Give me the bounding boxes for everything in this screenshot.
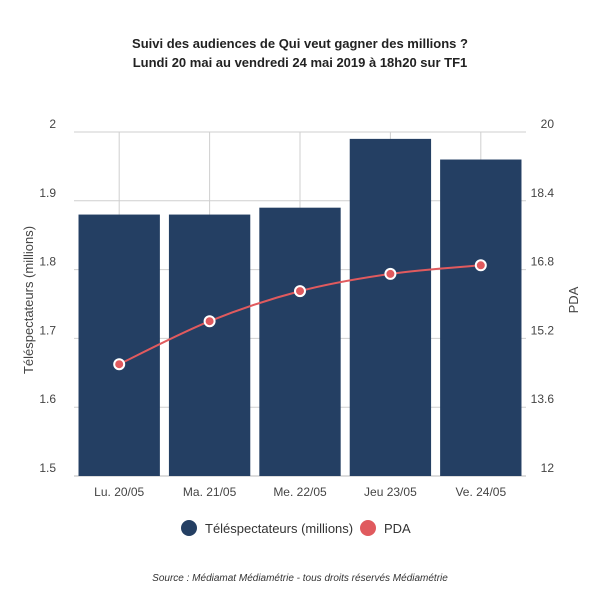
legend-label-viewers: Téléspectateurs (millions): [205, 521, 353, 536]
pda-point: [113, 358, 126, 371]
y2-tick-label: 13.6: [531, 392, 555, 406]
pda-point: [474, 259, 487, 272]
legend-marker-viewers: [181, 520, 197, 536]
y2-tick-label: 12: [541, 461, 555, 475]
legend-label-pda: PDA: [384, 521, 411, 536]
x-tick-label: Me. 22/05: [273, 485, 327, 499]
y-tick-label: 2: [49, 117, 56, 131]
line-series: [113, 259, 487, 371]
y-tick-label: 1.7: [39, 323, 56, 337]
chart-title: Suivi des audiences de Qui veut gagner d…: [132, 36, 468, 51]
y2-tick-label: 15.2: [531, 323, 555, 337]
bar: [349, 138, 432, 476]
bar: [78, 214, 160, 476]
y2-tick-label: 16.8: [531, 255, 555, 269]
y-tick-label: 1.5: [39, 461, 56, 475]
pda-point: [384, 267, 397, 280]
x-tick-label: Ve. 24/05: [455, 485, 506, 499]
bar: [440, 159, 522, 476]
y2-tick-label: 20: [541, 117, 555, 131]
x-tick-label: Ma. 21/05: [183, 485, 237, 499]
source-note: Source : Médiamat Médiamétrie - tous dro…: [152, 573, 448, 584]
y-tick-label: 1.8: [39, 255, 56, 269]
legend-marker-pda: [360, 520, 376, 536]
bar: [168, 214, 251, 476]
axis-ticks: 1.5 1.6 1.7 1.8 1.9 2 12 13.6 15.2 16.8 18.4 20 Lu. …: [39, 117, 554, 499]
legend: Téléspectateurs (millions) PDA: [181, 520, 411, 536]
y2-axis-label: PDA: [566, 286, 581, 313]
pda-point: [203, 315, 216, 328]
pda-point: [294, 285, 306, 298]
x-tick-label: Lu. 20/05: [94, 485, 144, 499]
x-tick-label: Jeu 23/05: [364, 485, 417, 499]
y2-tick-label: 18.4: [531, 186, 555, 200]
bar-series: [78, 138, 522, 476]
y-tick-label: 1.9: [39, 186, 56, 200]
y-axis-label: Téléspectateurs (millions): [21, 226, 36, 374]
bar: [259, 207, 341, 476]
chart-subtitle: Lundi 20 mai au vendredi 24 mai 2019 à 1…: [133, 55, 468, 70]
y-tick-label: 1.6: [39, 392, 56, 406]
